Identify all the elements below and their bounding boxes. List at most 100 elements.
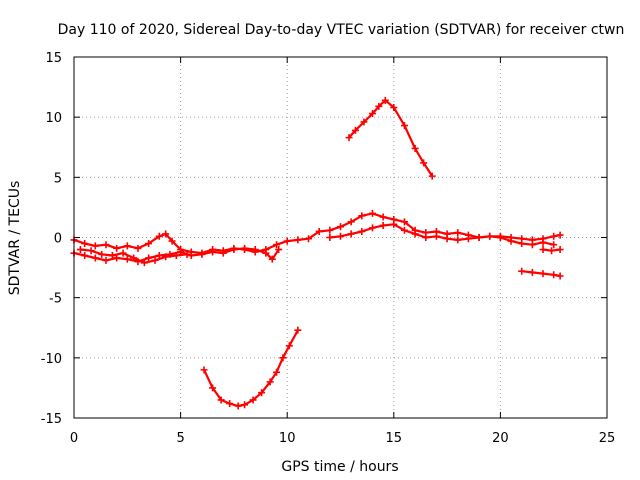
data-point <box>368 224 376 232</box>
data-point <box>209 248 217 256</box>
data-point <box>230 246 238 254</box>
data-point <box>187 252 195 260</box>
series-track-6 <box>539 246 564 255</box>
series-trace <box>72 212 562 255</box>
series-track-3 <box>76 246 191 267</box>
data-point <box>275 246 283 254</box>
data-point <box>91 254 99 262</box>
data-point <box>347 230 355 238</box>
data-point <box>454 229 462 237</box>
data-point <box>475 234 483 241</box>
data-point <box>507 237 515 245</box>
y-tick-label: -15 <box>41 412 62 427</box>
data-point <box>556 231 564 239</box>
data-point <box>217 396 225 404</box>
data-point <box>379 213 387 221</box>
data-point <box>155 232 163 240</box>
data-point <box>209 384 217 392</box>
data-point <box>283 237 291 245</box>
data-point <box>102 256 110 264</box>
series-trace <box>203 329 299 408</box>
data-point <box>556 246 564 254</box>
data-point <box>183 250 191 258</box>
x-tick-label: 0 <box>70 431 78 446</box>
data-point <box>556 272 564 280</box>
ticks: 0 5 10 15 20 25 -15 -10 -5 0 5 10 15 <box>41 51 616 446</box>
data-point <box>400 226 408 234</box>
data-point <box>390 220 398 228</box>
data-point <box>411 230 419 238</box>
data-point <box>285 342 293 350</box>
data-point <box>219 249 227 257</box>
y-tick-label: 5 <box>54 171 62 186</box>
data-point <box>258 389 266 397</box>
data-point <box>548 247 556 255</box>
data-point <box>539 238 547 246</box>
data-point <box>151 256 159 264</box>
data-point <box>347 218 355 226</box>
series-trace <box>328 223 555 246</box>
data-point <box>249 396 257 404</box>
data-point <box>358 212 366 220</box>
chart-title: Day 110 of 2020, Sidereal Day-to-day VTE… <box>58 22 625 38</box>
data-point <box>550 232 558 240</box>
data-point <box>360 118 368 126</box>
series-track-7 <box>345 96 436 180</box>
data-point <box>172 252 180 260</box>
data-point <box>420 159 428 167</box>
data-point <box>168 237 176 245</box>
data-point <box>345 134 353 142</box>
data-point <box>113 244 121 252</box>
data-point <box>279 354 287 362</box>
data-point <box>326 226 334 234</box>
y-tick-label: -5 <box>49 292 62 307</box>
data-point <box>76 246 84 254</box>
data-point <box>145 240 153 248</box>
data-point <box>234 402 242 410</box>
data-point <box>337 223 344 231</box>
series-track-8 <box>200 326 302 410</box>
data-point <box>379 221 387 229</box>
y-axis-label: SDTVAR / TECUs <box>7 181 23 296</box>
data-point <box>294 326 302 334</box>
data-layer <box>70 96 564 410</box>
data-point <box>102 241 110 249</box>
data-point <box>315 227 323 235</box>
data-point <box>428 172 436 180</box>
data-point <box>400 218 408 226</box>
series-trace <box>347 99 434 178</box>
data-point <box>266 378 274 386</box>
data-point <box>273 368 281 376</box>
data-point <box>140 259 148 267</box>
data-point <box>241 401 249 409</box>
data-point <box>123 255 131 263</box>
data-point <box>539 246 547 254</box>
data-point <box>305 235 313 243</box>
data-point <box>443 235 451 243</box>
data-point <box>550 271 558 279</box>
y-tick-label: 10 <box>45 111 62 126</box>
data-point <box>134 244 142 252</box>
data-point <box>251 246 259 254</box>
data-point <box>351 126 359 134</box>
data-point <box>539 270 547 278</box>
data-point <box>98 250 106 258</box>
x-tick-label: 10 <box>279 431 296 446</box>
data-point <box>337 232 344 240</box>
data-point <box>528 268 536 276</box>
data-point <box>368 110 376 118</box>
data-point <box>226 400 234 408</box>
x-tick-label: 25 <box>599 431 616 446</box>
data-point <box>268 255 276 263</box>
series-track-4 <box>326 220 558 249</box>
data-point <box>162 253 170 261</box>
x-axis-label: GPS time / hours <box>281 459 398 475</box>
data-point <box>200 366 208 374</box>
data-point <box>454 236 462 244</box>
data-point <box>241 244 249 252</box>
data-point <box>91 242 99 250</box>
data-point <box>145 254 153 262</box>
data-point <box>326 234 334 241</box>
data-point <box>381 96 389 104</box>
